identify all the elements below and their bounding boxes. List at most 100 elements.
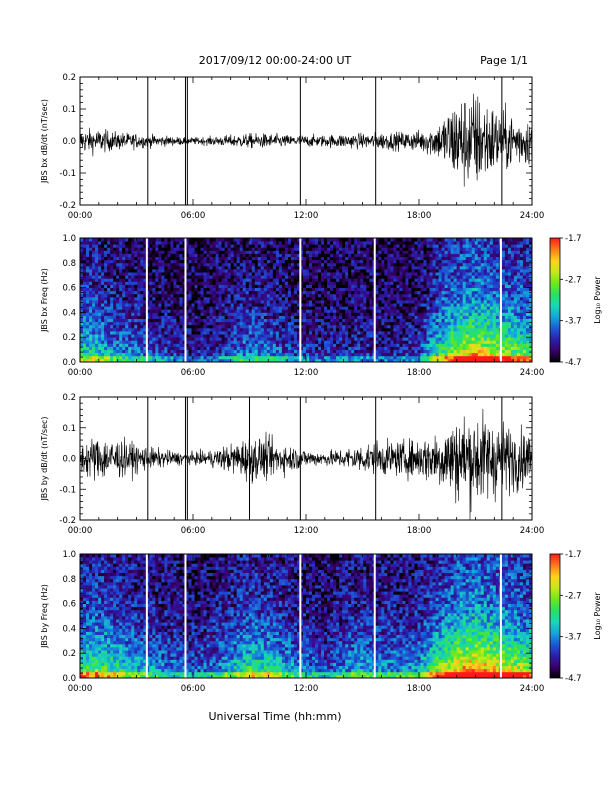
spectrogram-cell [122, 278, 126, 282]
spectrogram-cell [390, 290, 394, 295]
spectrogram-cell [137, 352, 141, 357]
spectrogram-cell [269, 275, 274, 279]
spectrogram-cell [423, 337, 427, 341]
spectrogram-cell [188, 250, 192, 254]
spectrogram-cell [278, 296, 283, 301]
spectrogram-cell [260, 296, 265, 301]
spectrogram-cell [396, 327, 400, 332]
spectrogram-cell [194, 300, 198, 304]
spectrogram-cell [140, 358, 144, 363]
spectrogram-cell [143, 315, 147, 319]
spectrogram-cell [302, 265, 307, 270]
spectrogram-cell [345, 272, 349, 276]
spectrogram-cell [348, 306, 352, 310]
spectrogram-cell [239, 262, 244, 267]
spectrogram-cell [260, 244, 265, 248]
spectrogram-cell [333, 262, 337, 267]
spectrogram-cell [432, 324, 436, 329]
spectrogram-cell [98, 300, 102, 304]
spectrogram-cell [402, 355, 406, 360]
spectrogram-cell [176, 293, 180, 298]
spectrogram-cell [321, 306, 325, 310]
spectrogram-cell [230, 272, 235, 276]
spectrogram-cell [212, 269, 216, 273]
spectrogram-cell [242, 300, 247, 304]
spectrogram-cell [212, 259, 216, 264]
spectrogram-cell [263, 318, 268, 323]
spectrogram-cell [236, 352, 241, 357]
spectrogram-cell [245, 337, 250, 341]
spectrogram-cell [345, 244, 349, 248]
spectrogram-cell [206, 349, 210, 354]
spectrogram-cell [89, 318, 93, 323]
spectrogram-cell [312, 244, 316, 248]
spectrogram-cell [206, 324, 210, 329]
spectrogram-cell [420, 272, 424, 276]
spectrogram-cell [387, 247, 391, 251]
spectrogram-cell [414, 355, 418, 360]
spectrogram-cell [296, 250, 301, 254]
spectrogram-cell [203, 247, 207, 251]
spectrogram-cell [278, 272, 283, 276]
spectrogram-cell [191, 303, 195, 307]
spectrogram-cell [330, 306, 334, 310]
spectrogram-cell [275, 272, 280, 276]
spectrogram-cell [155, 293, 159, 298]
spectrogram-cell [248, 343, 253, 347]
spectrogram-cell [176, 331, 180, 335]
spectrogram-cell [203, 352, 207, 357]
spectrogram-cell [420, 293, 424, 298]
spectrogram-cell [203, 349, 207, 354]
spectrogram-cell [357, 306, 361, 310]
spectrogram-cell [116, 290, 120, 295]
spectrogram-cell [134, 262, 138, 267]
spectrogram-cell [122, 265, 126, 270]
spectrogram-cell [275, 324, 280, 329]
spectrogram-cell [209, 278, 213, 282]
spectrogram-cell [260, 343, 265, 347]
spectrogram-cell [269, 343, 274, 347]
spectrogram-cell [318, 281, 322, 285]
spectrogram-cell [411, 334, 415, 338]
spectrogram-cell [357, 331, 361, 335]
spectrogram-cell [309, 253, 313, 257]
spectrogram-cell [414, 300, 418, 304]
spectrogram-cell [275, 358, 280, 363]
spectrogram-cell [327, 352, 331, 357]
spectrogram-cell [402, 256, 406, 261]
spectrogram-cell [89, 269, 93, 273]
spectrogram-cell [86, 262, 90, 267]
spectrogram-cell [284, 309, 289, 313]
spectrogram-cell [176, 315, 180, 319]
spectrogram-cell [185, 340, 189, 344]
spectrogram-cell [200, 331, 204, 335]
spectrogram-cell [378, 259, 382, 264]
spectrogram-cell [287, 300, 292, 304]
spectrogram-cell [363, 352, 367, 357]
spectrogram-cell [290, 321, 295, 326]
spectrogram-cell [182, 265, 186, 270]
spectrogram-cell [212, 334, 216, 338]
spectrogram-cell [438, 293, 442, 298]
spectrogram-cell [224, 238, 229, 242]
spectrogram-cell [290, 256, 295, 261]
spectrogram-cell [366, 318, 370, 323]
spectrogram-cell [116, 296, 120, 301]
spectrogram-cell [324, 309, 328, 313]
spectrogram-cell [354, 281, 358, 285]
spectrogram-cell [188, 238, 192, 242]
spectrogram-cell [179, 241, 183, 245]
spectrogram-cell [146, 300, 150, 304]
spectrogram-cell [158, 340, 162, 344]
spectrogram-cell [125, 331, 129, 335]
spectrogram-cell [200, 352, 204, 357]
spectrogram-cell [315, 331, 319, 335]
spectrogram-cell [125, 278, 129, 282]
spectrogram-cell [284, 293, 289, 298]
spectrogram-cell [414, 324, 418, 329]
spectrogram-cell [98, 306, 102, 310]
spectrogram-cell [107, 250, 111, 254]
spectrogram-cell [441, 340, 446, 344]
spectrogram-cell [438, 272, 442, 276]
spectrogram-cell [194, 334, 198, 338]
